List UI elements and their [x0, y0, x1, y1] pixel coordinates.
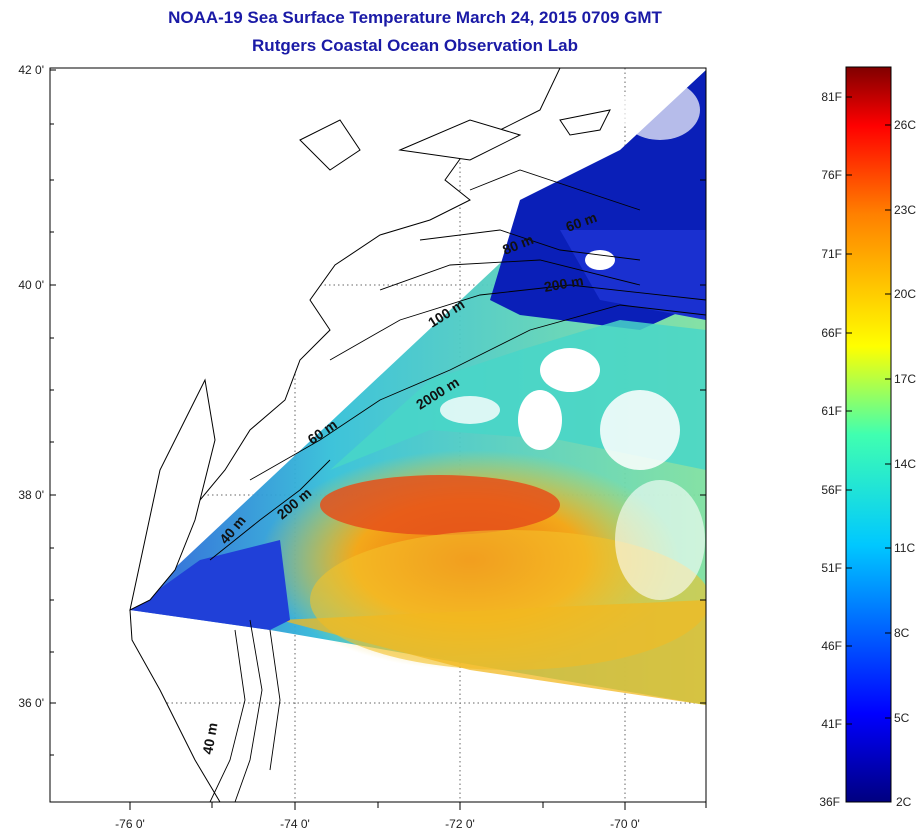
- colorbar-f-56: 56F: [821, 483, 842, 497]
- map-title: NOAA-19 Sea Surface Temperature March 24…: [168, 8, 662, 27]
- colorbar-c-20: 20C: [894, 287, 916, 301]
- colorbar-f-46: 46F: [821, 639, 842, 653]
- sst-swath: [130, 70, 706, 705]
- colorbar-f-76: 76F: [821, 168, 842, 182]
- lon-tick-marks: [129, 802, 707, 810]
- lat-tick-42: 42 0': [18, 63, 44, 77]
- colorbar-f-71: 71F: [821, 247, 842, 261]
- map-subtitle: Rutgers Coastal Ocean Observation Lab: [252, 36, 578, 55]
- lat-tick-38: 38 0': [18, 488, 44, 502]
- contour-label-200m-north: 200 m: [543, 272, 585, 295]
- lon-tick-72: -72 0': [445, 817, 475, 831]
- colorbar-c-17: 17C: [894, 372, 916, 386]
- colorbar-f-41: 41F: [821, 717, 842, 731]
- colorbar-f-66: 66F: [821, 326, 842, 340]
- lat-tick-40: 40 0': [18, 278, 44, 292]
- colorbar-f-61: 61F: [821, 404, 842, 418]
- colorbar-c-23: 23C: [894, 203, 916, 217]
- colorbar-c-2: 2C: [896, 795, 912, 809]
- colorbar: 81F 76F 71F 66F 61F 56F 51F 46F 41F 36F …: [819, 66, 916, 809]
- colorbar-c-5: 5C: [894, 711, 910, 725]
- colorbar-c-14: 14C: [894, 457, 916, 471]
- colorbar-f-36: 36F: [819, 795, 840, 809]
- contour-label-40m-south: 40 m: [199, 721, 220, 755]
- lat-tick-marks: [50, 69, 706, 756]
- lon-tick-70: -70 0': [610, 817, 640, 831]
- lon-tick-76: -76 0': [115, 817, 145, 831]
- isobaths: [209, 169, 706, 802]
- colorbar-c-11: 11C: [894, 541, 915, 555]
- colorbar-f-81: 81F: [821, 90, 842, 104]
- map-area: [50, 68, 706, 802]
- colorbar-f-51: 51F: [821, 561, 842, 575]
- lon-tick-74: -74 0': [280, 817, 310, 831]
- colorbar-gradient: [845, 66, 892, 803]
- colorbar-c-8: 8C: [894, 626, 910, 640]
- colorbar-c-26: 26C: [894, 118, 916, 132]
- coastline: [50, 68, 611, 802]
- lat-tick-36: 36 0': [18, 696, 44, 710]
